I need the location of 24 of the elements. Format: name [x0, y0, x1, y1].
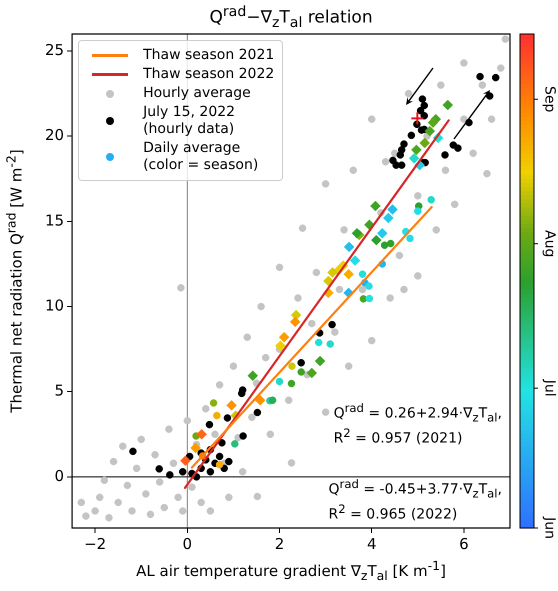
y-tick-label: 25 — [44, 40, 64, 59]
legend-label: July 15, 2022 (hourly data) — [143, 104, 236, 138]
x-tick-label: 6 — [459, 534, 469, 553]
legend-label: Hourly average — [143, 85, 251, 102]
color-bar-label: Aug — [541, 230, 558, 258]
legend-label: Thaw season 2022 — [143, 66, 274, 83]
text: Q$^{rad}$ = 0.26+2.94·∇$_{z}$T$_{al}$, R$^{2}$ = 0.957 (2021) — [334, 401, 502, 448]
x-tick-label: 4 — [366, 534, 376, 553]
chart-title: Q$^{rad}$−∇$_{z}$T$_{al}$ relation — [208, 4, 374, 32]
y-tick-label: 15 — [44, 211, 64, 230]
color-bar-label: Jun — [541, 516, 558, 539]
x-tick-label: 0 — [182, 534, 192, 553]
x-tick-label: −2 — [84, 534, 106, 553]
y-tick-label: 20 — [44, 126, 64, 144]
legend-label: Daily average (color = season) — [143, 140, 258, 174]
y-tick-label: 10 — [44, 296, 64, 314]
x-tick-label: 2 — [274, 534, 284, 553]
x-axis-title: AL air temperature gradient ∇$_{z}$T$_{al}$ [K m$^{-1}$] — [135, 558, 447, 583]
color-bar-label: Sep — [541, 86, 558, 113]
y-tick-label: 0 — [54, 466, 64, 485]
legend-label: Thaw season 2021 — [143, 47, 274, 64]
y-tick-label: 5 — [54, 382, 64, 400]
text: Q$^{rad}$ = -0.45+3.77·∇$_{z}$T$_{al}$, R$^{2}$ = 0.965 (2022) — [328, 477, 502, 524]
color-bar-label: Jul — [541, 378, 558, 397]
